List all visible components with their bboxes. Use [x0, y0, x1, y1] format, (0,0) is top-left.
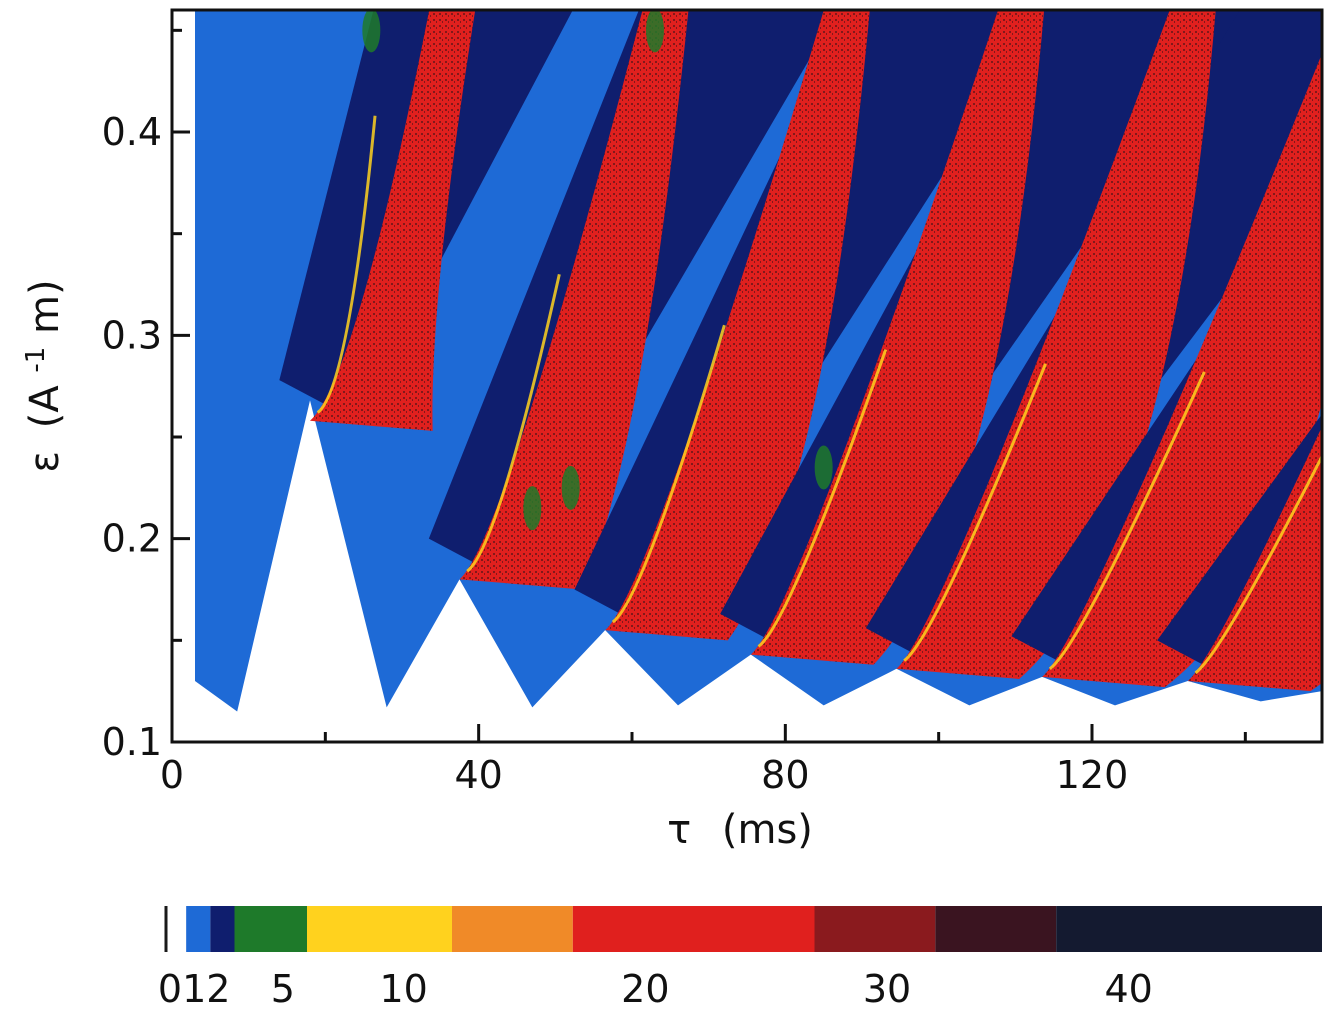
y-axis-unit-base: (A — [22, 385, 68, 429]
x-tick-label: 120 — [1056, 753, 1129, 797]
colorbar-segment — [186, 906, 211, 952]
colorbar-label: 1 — [182, 967, 206, 1011]
colorbar-segment — [210, 906, 235, 952]
chaos-speckle — [459, 10, 689, 590]
colorbar-segment — [307, 906, 452, 952]
chaos-speckle — [310, 10, 476, 431]
colorbar-segment — [234, 906, 307, 952]
chaos-edge — [1048, 371, 1206, 671]
chaos-edge — [903, 363, 1047, 662]
colorbar-segment — [814, 906, 936, 952]
green-patch — [646, 10, 664, 53]
chaos-speckle — [896, 10, 1216, 679]
colorbar-segment — [452, 906, 573, 952]
y-axis-unit-exp: -1 — [21, 347, 51, 373]
chaos-speckle — [605, 10, 870, 641]
y-axis-unit-tail: m) — [22, 279, 68, 334]
chaos-edge — [316, 115, 377, 414]
chaos-edge — [611, 324, 726, 624]
green-patch — [523, 486, 542, 531]
colorbar-segment — [572, 906, 815, 952]
colorbar-segment — [935, 906, 1057, 952]
chaos-edge — [757, 349, 888, 648]
colorbar-label: 30 — [863, 967, 911, 1011]
colorbar-label: 0 — [158, 967, 182, 1011]
x-tick-label: 40 — [454, 753, 502, 797]
chaos-speckle — [1187, 426, 1322, 692]
colorbar-label: 10 — [379, 967, 427, 1011]
x-tick-label: 0 — [160, 753, 184, 797]
green-patch — [561, 465, 580, 510]
x-axis-unit: (ms) — [722, 807, 813, 853]
colorbar-label: 40 — [1104, 967, 1152, 1011]
green-patch — [814, 445, 833, 490]
y-tick-label: 0.2 — [102, 517, 162, 561]
green-patch — [362, 10, 381, 53]
chaos-edge — [466, 274, 561, 573]
axes: 0 40 80 120 0.1 0.2 0.3 0.4 — [102, 28, 1247, 797]
chaos-speckle — [750, 10, 1045, 665]
y-tick-label: 0.4 — [102, 110, 162, 154]
chaos-edge — [1194, 453, 1322, 675]
colorbar-segment — [1056, 906, 1322, 952]
x-tick-label: 80 — [761, 753, 809, 797]
colorbar-label: 5 — [271, 967, 295, 1011]
plot-frame — [170, 8, 1324, 744]
x-axis-label: τ (ms) — [667, 807, 813, 853]
plot-area — [195, 10, 1322, 712]
colorbar-label: 20 — [621, 967, 669, 1011]
colorbar-label: 2 — [206, 967, 230, 1011]
y-axis-symbol: ε — [22, 451, 68, 473]
y-tick-label: 0.1 — [102, 720, 162, 764]
y-axis-label: ε (A -1 m) — [8, 279, 68, 472]
y-tick-label: 0.3 — [102, 313, 162, 357]
colorbar: 0 1 2 5 10 20 30 40 — [158, 906, 1322, 1011]
x-axis-symbol: τ — [667, 807, 691, 853]
